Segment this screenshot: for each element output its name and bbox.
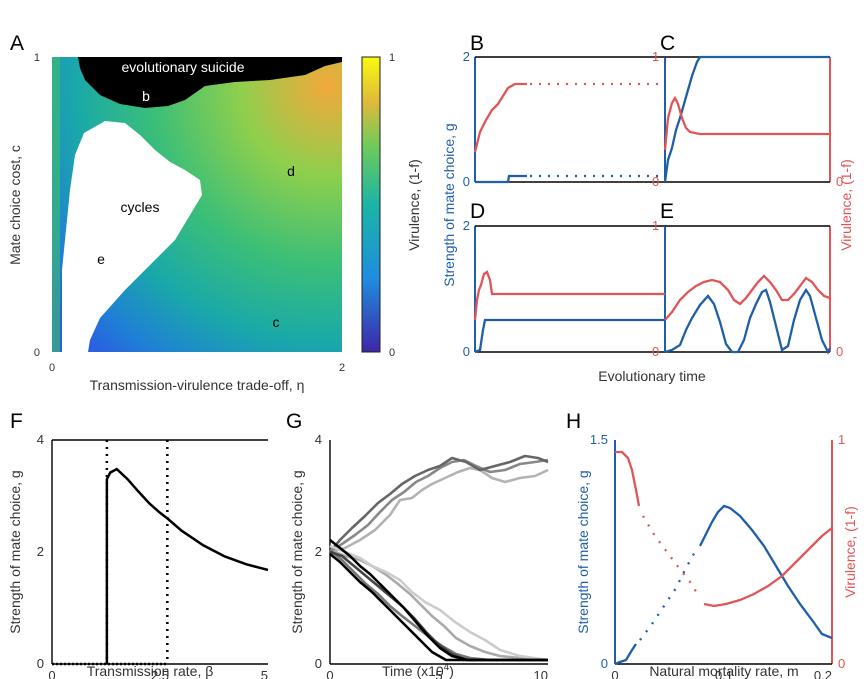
panel-label-e: E <box>660 200 674 223</box>
heatmap-a: evolutionary suicide cycles b c d e <box>52 57 342 352</box>
xlabel-g-main: Time (x10 <box>382 663 444 679</box>
xtick-a-0: 0 <box>49 362 55 374</box>
plot-f <box>52 440 269 666</box>
colorbar <box>361 56 381 353</box>
annotation-c: c <box>273 314 280 330</box>
ytick-a-0: 0 <box>34 347 40 359</box>
series-e-mate-choice <box>664 287 832 355</box>
suicide-region <box>78 57 342 108</box>
annotation-e: e <box>97 251 105 267</box>
xtick-g-0: 0 <box>326 668 333 679</box>
axes-g <box>329 440 548 665</box>
colorbar-label: Virulence, (1-f) <box>406 159 422 251</box>
series-d-mate-choice <box>474 318 665 354</box>
ytick-e-right-0: 0 <box>836 344 843 359</box>
xtick-f-0: 0 <box>48 668 55 679</box>
ytick-f-4: 4 <box>37 432 44 447</box>
ylabel-h-left: Strength of mate choice, g <box>575 470 591 633</box>
ytick-b-right-0: 0 <box>652 174 659 189</box>
frame-e <box>664 225 831 353</box>
ytick-f-0: 0 <box>37 656 44 671</box>
series-b-virulence <box>473 82 665 153</box>
colorbar-tick-1: 1 <box>389 52 395 64</box>
ytick-g-0: 0 <box>315 656 322 671</box>
xtick-f-2-5: 2.5 <box>151 668 169 679</box>
annotation-evolutionary-suicide: evolutionary suicide <box>122 59 245 75</box>
series-b-mate-choice <box>475 174 665 184</box>
ylabel-be-left: Strength of mate choice, g <box>441 123 457 286</box>
ylabel-be-right: Virulence, (1-f) <box>838 159 854 251</box>
xlabel-a: Transmission-virulence trade-off, η <box>90 377 305 393</box>
xtick-g-10: 10 <box>534 668 548 679</box>
ytick-g-4: 4 <box>315 432 322 447</box>
series-d-virulence <box>473 270 665 321</box>
ylabel-f: Strength of mate choice, g <box>7 470 23 633</box>
ytick-f-2: 2 <box>37 544 44 559</box>
ytick-d-left-2: 2 <box>463 218 470 233</box>
f-series-line <box>105 467 269 664</box>
panel-label-c: C <box>660 32 675 55</box>
cycles-region <box>62 121 202 352</box>
axes-f <box>51 439 268 665</box>
xlabel-be: Evolutionary time <box>598 368 706 384</box>
xlabel-g-exp: 4 <box>444 662 450 673</box>
frame-b <box>474 56 666 183</box>
ytick-h-right-0: 0 <box>838 656 845 671</box>
ytick-d-left-0: 0 <box>463 344 470 359</box>
ytick-h-left-0: 0 <box>601 656 608 671</box>
plot-h-virulence <box>615 450 833 608</box>
panel-label-b: B <box>470 32 484 55</box>
annotation-d: d <box>287 163 295 179</box>
ylabel-g: Strength of mate choice, g <box>289 470 305 633</box>
xlabel-f: Transmission rate, β <box>87 663 214 679</box>
xtick-h-0: 0 <box>611 668 618 679</box>
ytick-b-left-2: 2 <box>463 49 470 64</box>
xtick-g-5: 5 <box>435 668 442 679</box>
xtick-h-0-2: 0.2 <box>814 668 832 679</box>
series-c-virulence <box>663 95 830 151</box>
ytick-b-left-0: 0 <box>463 174 470 189</box>
panel-label-h: H <box>566 410 581 433</box>
ytick-h-left-1-5: 1.5 <box>590 432 608 447</box>
ytick-a-1: 1 <box>34 52 40 64</box>
colorbar-tick-0: 0 <box>389 347 395 359</box>
panel-label-a: A <box>10 32 24 55</box>
panel-label-g: G <box>286 410 302 433</box>
frame-d <box>474 225 666 353</box>
plot-g <box>329 454 549 662</box>
ytick-g-2: 2 <box>315 544 322 559</box>
frame-c <box>664 56 831 183</box>
series-e-virulence <box>664 274 831 321</box>
annotation-b: b <box>142 88 150 104</box>
xlabel-g: Time (x104) <box>382 662 454 679</box>
ytick-d-right-1: 1 <box>652 218 659 233</box>
ylabel-a: Mate choice cost, c <box>7 145 23 265</box>
xtick-h-0-1: 0.1 <box>715 668 733 679</box>
ytick-c-right-0: 0 <box>836 174 843 189</box>
xtick-f-5: 5 <box>261 668 268 679</box>
plot-h-mate-choice <box>614 504 833 666</box>
ytick-b-right-1: 1 <box>652 49 659 64</box>
annotation-cycles: cycles <box>121 199 160 215</box>
ytick-h-right-1: 1 <box>838 432 845 447</box>
series-c-mate-choice <box>663 55 830 183</box>
xtick-a-2: 2 <box>339 362 345 374</box>
axes-h <box>614 440 833 665</box>
panel-label-d: D <box>470 200 485 223</box>
xlabel-g-close: ) <box>449 663 454 679</box>
ytick-d-right-0: 0 <box>652 344 659 359</box>
panel-label-f: F <box>10 410 23 433</box>
heatmap-left-strip <box>52 57 60 352</box>
ylabel-h-right: Virulence, (1-f) <box>842 506 858 598</box>
xlabel-h: Natural mortality rate, m <box>649 663 798 679</box>
